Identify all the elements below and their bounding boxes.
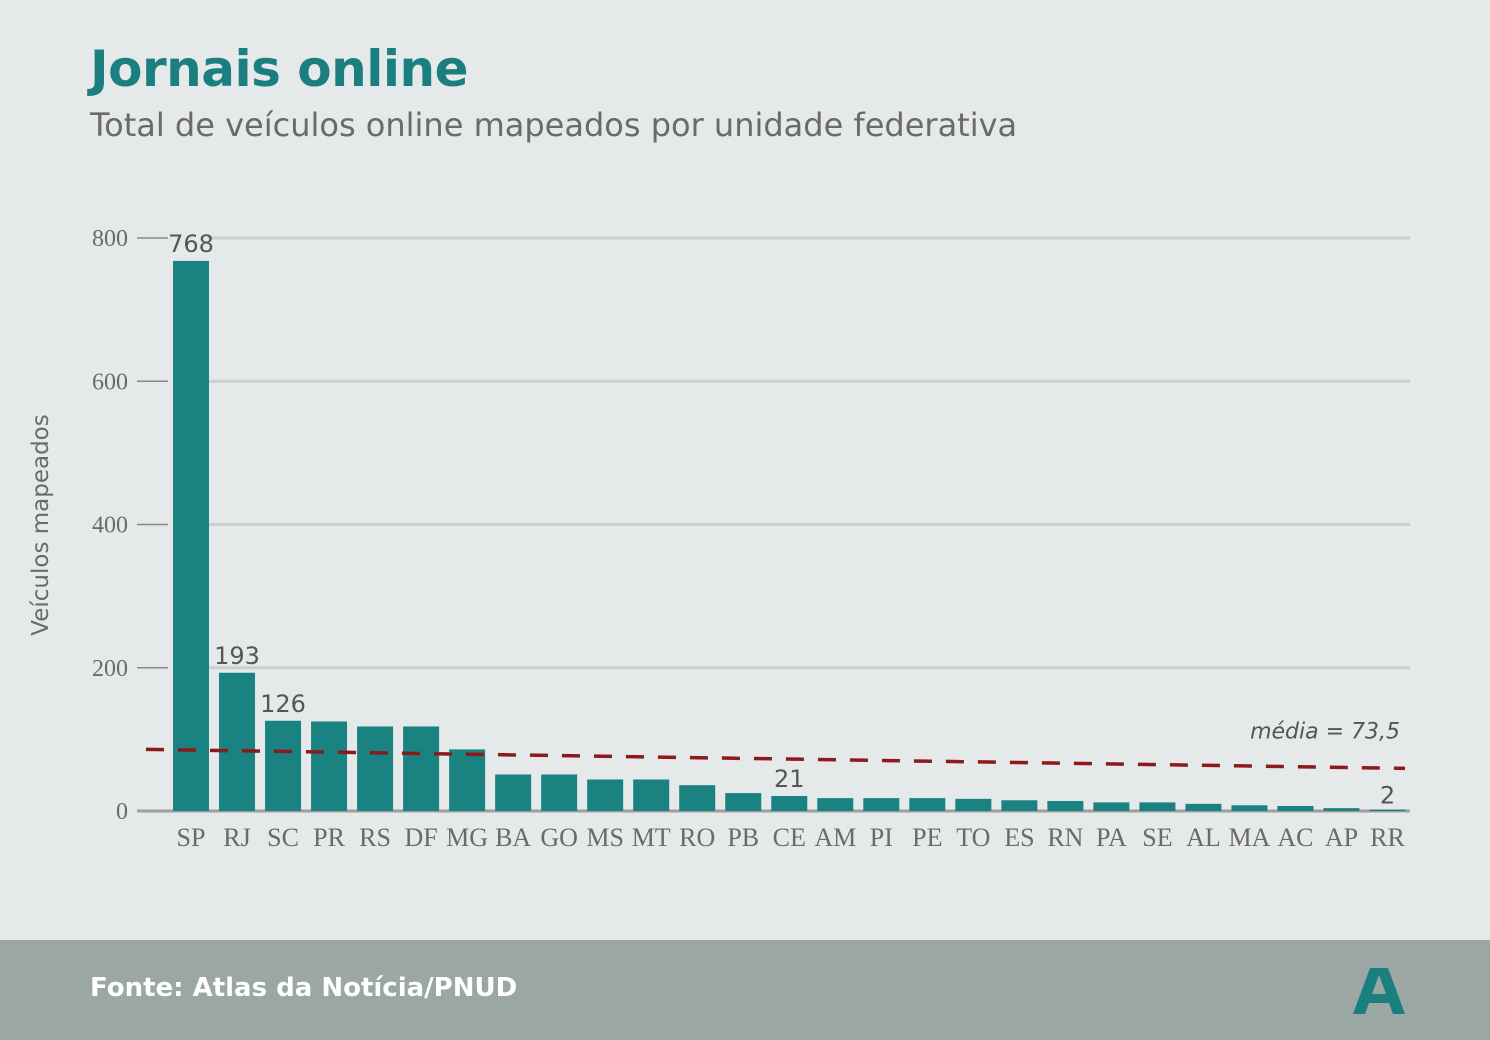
- bar-al: [1185, 803, 1222, 811]
- x-tick-label: PB: [727, 823, 759, 852]
- mean-line: [145, 747, 1406, 771]
- x-tick-label: CE: [773, 823, 806, 852]
- bar-ap: [1323, 808, 1360, 811]
- x-tick-label: MG: [446, 823, 488, 852]
- x-tick-label: MS: [586, 823, 624, 852]
- bars: [173, 260, 1406, 811]
- x-tick-label: TO: [956, 823, 990, 852]
- bar-pb: [725, 793, 762, 811]
- bar-rn: [1047, 800, 1084, 811]
- bar-rj: [219, 672, 256, 811]
- x-tick-label: MA: [1229, 823, 1271, 852]
- mean-line-group: média = 73,5: [145, 719, 1406, 771]
- x-tick-label: RJ: [223, 823, 250, 852]
- data-label: 768: [168, 230, 214, 258]
- bar-pi: [863, 798, 900, 811]
- x-tick-label: GO: [540, 823, 578, 852]
- bar-ms: [587, 779, 624, 811]
- bar-df: [403, 726, 440, 811]
- y-tick-label: 0: [116, 799, 128, 825]
- mean-label: média = 73,5: [1250, 719, 1400, 744]
- x-tick-label: PI: [870, 823, 893, 852]
- x-tick-label: SE: [1142, 823, 1172, 852]
- data-label: 2: [1380, 782, 1395, 810]
- x-tick-label: DF: [404, 823, 437, 852]
- bar-ce: [771, 795, 808, 811]
- x-tick-label: BA: [495, 823, 531, 852]
- bar-sp: [173, 260, 209, 811]
- data-label: 21: [774, 765, 805, 793]
- y-axis-label: Veículos mapeados: [28, 414, 54, 635]
- x-tick-label: PR: [313, 823, 345, 852]
- y-tick-label: 600: [92, 369, 128, 395]
- bar-se: [1139, 802, 1176, 811]
- x-tick-label: PA: [1096, 823, 1127, 852]
- x-tick-label: RS: [359, 823, 391, 852]
- chart-subtitle: Total de veículos online mapeados por un…: [90, 106, 1018, 144]
- x-tick-label: AL: [1186, 823, 1221, 852]
- y-tick-label: 200: [92, 656, 128, 682]
- x-tick-label: SC: [267, 823, 299, 852]
- bar-mt: [633, 779, 670, 811]
- bar-ba: [495, 774, 532, 811]
- chart-title: Jornais online: [90, 40, 469, 98]
- bar-es: [1001, 800, 1038, 811]
- data-label: 126: [260, 690, 306, 718]
- footer-bar: Fonte: Atlas da Notícia/PNUD: [0, 940, 1490, 1040]
- bar-rs: [357, 726, 394, 811]
- bar-ma: [1231, 805, 1268, 811]
- data-label: 193: [214, 642, 260, 670]
- x-tick-label: SP: [177, 823, 206, 852]
- x-tick-label: PE: [912, 823, 942, 852]
- bar-rr: [1369, 809, 1406, 811]
- x-tick-label: AM: [814, 823, 856, 852]
- bar-pr: [311, 721, 348, 811]
- bar-go: [541, 774, 578, 811]
- y-tick-label: 800: [92, 226, 128, 252]
- bar-am: [817, 798, 854, 811]
- source-note: Fonte: Atlas da Notícia/PNUD: [90, 973, 518, 1003]
- bar-ro: [679, 785, 716, 811]
- axis-ticks: 0 200 400 600 800 SP RJ SC PR RS DF MG BA GO MS MT RO PB C…: [92, 226, 1406, 852]
- y-tick-label: 400: [92, 513, 128, 539]
- x-tick-label: ES: [1004, 823, 1034, 852]
- bar-ac: [1277, 805, 1314, 811]
- x-tick-label: MT: [632, 823, 671, 852]
- atlas-logo-icon: [1352, 966, 1406, 1020]
- x-tick-label: AC: [1277, 823, 1313, 852]
- x-tick-label: RN: [1047, 823, 1083, 852]
- bar-pe: [909, 798, 946, 811]
- bar-to: [955, 798, 992, 811]
- bar-pa: [1093, 802, 1130, 811]
- bar-chart: 0 200 400 600 800 SP RJ SC PR RS DF MG BA GO MS MT RO PB C…: [28, 226, 1410, 852]
- bar-mg: [449, 749, 486, 811]
- x-tick-label: AP: [1325, 823, 1358, 852]
- x-tick-label: RR: [1370, 823, 1405, 852]
- bar-sc: [265, 720, 302, 811]
- x-tick-label: RO: [679, 823, 715, 852]
